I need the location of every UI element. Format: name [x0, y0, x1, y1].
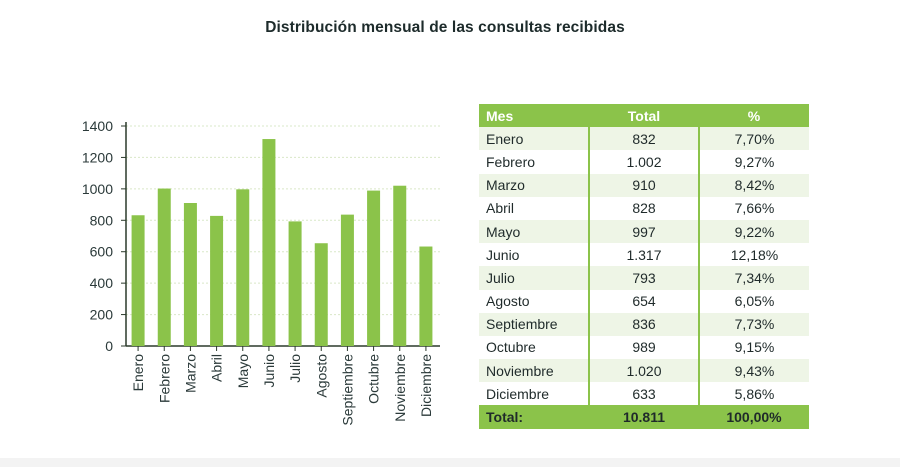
x-tick-label: Octubre	[366, 354, 382, 404]
y-tick-label: 800	[90, 212, 114, 228]
y-tick-label: 1400	[82, 118, 113, 134]
table-row: Diciembre 633 5,86%	[479, 382, 809, 406]
cell-total: 1.317	[588, 243, 699, 267]
bar	[183, 203, 197, 346]
bar	[314, 243, 328, 346]
bar	[340, 214, 354, 346]
cell-pct: 9,22%	[698, 219, 809, 244]
header-pct: %	[699, 104, 809, 128]
cell-total: 633	[588, 382, 699, 406]
x-tick-label: Enero	[130, 354, 146, 392]
x-tick-label: Septiembre	[339, 354, 355, 426]
y-tick-label: 0	[105, 338, 113, 354]
monthly-table: Mes Total % Enero 832 7,70% Febrero 1.00…	[479, 104, 809, 430]
cell-pct: 5,86%	[698, 382, 809, 406]
bottom-divider	[0, 458, 900, 467]
x-tick-label: Julio	[287, 354, 303, 383]
header-mes: Mes	[479, 104, 589, 128]
x-tick-label: Abril	[209, 354, 225, 382]
bar	[157, 188, 171, 346]
bar	[262, 139, 276, 346]
table-row: Mayo 997 9,22%	[479, 219, 809, 244]
bar	[288, 221, 302, 346]
cell-mes: Agosto	[479, 289, 589, 313]
x-tick-label: Junio	[261, 354, 277, 388]
cell-mes: Marzo	[479, 173, 589, 197]
total-value: 10.811	[589, 405, 699, 430]
bar	[393, 185, 407, 346]
cell-pct: 9,27%	[698, 150, 809, 174]
cell-pct: 7,66%	[698, 196, 809, 220]
y-tick-label: 200	[90, 307, 114, 323]
cell-pct: 9,15%	[698, 335, 809, 360]
bar	[367, 190, 381, 346]
cell-pct: 9,43%	[698, 359, 809, 383]
header-total: Total	[589, 104, 699, 128]
table-row: Marzo 910 8,42%	[479, 173, 809, 197]
cell-mes: Noviembre	[479, 359, 589, 383]
table-row: Enero 832 7,70%	[479, 127, 809, 151]
total-pct: 100,00%	[699, 405, 809, 430]
y-tick-label: 1000	[82, 181, 113, 197]
cell-total: 828	[588, 196, 699, 220]
x-tick-label: Mayo	[235, 354, 251, 388]
cell-pct: 6,05%	[698, 289, 809, 313]
table-row: Octubre 989 9,15%	[479, 335, 809, 360]
cell-total: 910	[588, 173, 699, 197]
cell-mes: Enero	[479, 127, 589, 151]
cell-total: 989	[588, 335, 699, 360]
bar-chart: 0 200 400 600 800 1000 1200 1400 Enero Febrero Mar…	[60, 110, 450, 440]
table-header-row: Mes Total %	[479, 104, 809, 128]
cell-pct: 7,34%	[698, 266, 809, 290]
bar	[236, 189, 250, 346]
cell-pct: 7,73%	[698, 312, 809, 336]
cell-mes: Septiembre	[479, 312, 589, 336]
table-total-row: Total: 10.811 100,00%	[479, 405, 809, 430]
cell-total: 836	[588, 312, 699, 336]
bar	[210, 215, 224, 346]
x-tick-label: Agosto	[313, 354, 329, 398]
cell-pct: 7,70%	[698, 127, 809, 151]
page-title: Distribución mensual de las consultas re…	[265, 19, 625, 36]
y-tick-label: 1200	[82, 149, 113, 165]
y-tick-label: 600	[90, 244, 114, 260]
cell-mes: Abril	[479, 196, 589, 220]
x-tick-label: Febrero	[156, 354, 172, 403]
y-tick-label: 400	[90, 275, 114, 291]
bar-chart-svg: 0 200 400 600 800 1000 1200 1400 Enero Febrero Mar…	[82, 118, 440, 426]
bar	[419, 246, 433, 346]
cell-mes: Diciembre	[479, 382, 589, 406]
table-row: Septiembre 836 7,73%	[479, 312, 809, 336]
bar	[131, 215, 145, 346]
cell-total: 1.002	[588, 150, 699, 174]
cell-mes: Febrero	[479, 150, 589, 174]
cell-total: 832	[588, 127, 699, 151]
cell-pct: 12,18%	[698, 243, 809, 267]
cell-total: 654	[588, 289, 699, 313]
cell-mes: Julio	[479, 266, 589, 290]
x-tick-label: Marzo	[182, 354, 198, 393]
cell-mes: Junio	[479, 243, 589, 267]
x-tick-label: Diciembre	[418, 354, 434, 417]
cell-mes: Octubre	[479, 335, 589, 360]
table-row: Julio 793 7,34%	[479, 266, 809, 290]
cell-mes: Mayo	[479, 219, 589, 244]
cell-total: 997	[588, 219, 699, 244]
table-row: Junio 1.317 12,18%	[479, 243, 809, 267]
table-row: Agosto 654 6,05%	[479, 289, 809, 313]
cell-pct: 8,42%	[698, 173, 809, 197]
total-label: Total:	[479, 405, 589, 430]
cell-total: 793	[588, 266, 699, 290]
table-row: Noviembre 1.020 9,43%	[479, 359, 809, 383]
x-tick-label: Noviembre	[392, 354, 408, 422]
cell-total: 1.020	[588, 359, 699, 383]
table-row: Abril 828 7,66%	[479, 196, 809, 220]
table-row: Febrero 1.002 9,27%	[479, 150, 809, 174]
